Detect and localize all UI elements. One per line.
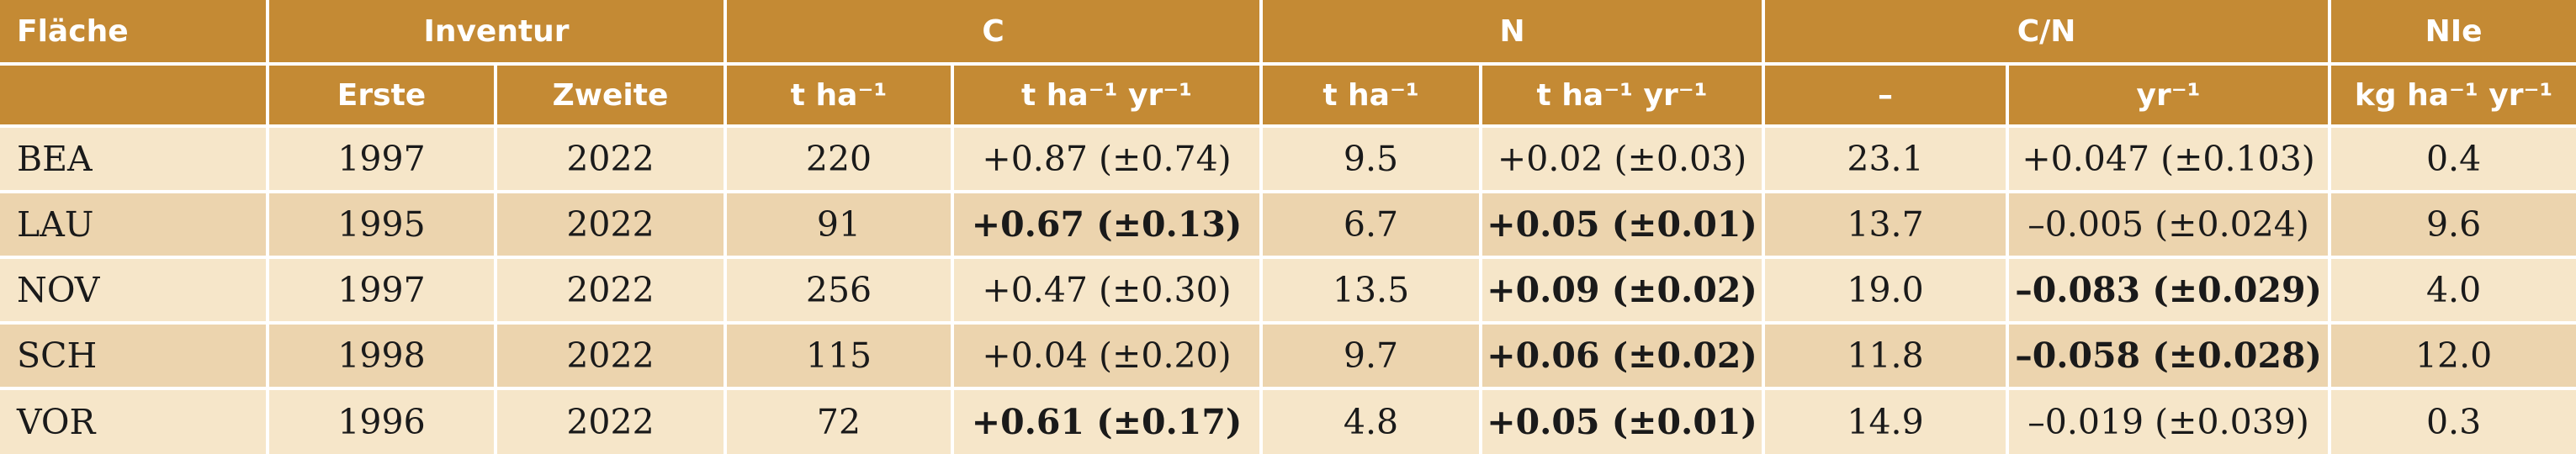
cell-c-stock: 115 [725,323,955,390]
cell-nie: 0.4 [2330,126,2576,193]
cell-second: 2022 [496,257,728,325]
cell-cn-rate: +0.047 (±0.103) [2007,126,2332,193]
header-unit-row: Erste Zweite t ha⁻¹ t ha⁻¹ yr⁻¹ t ha⁻¹ t… [0,64,2576,128]
cell-c-rate: +0.61 (±0.17) [952,388,1264,454]
table-row: NOV 1997 2022 256 +0.47 (±0.30) 13.5 +0.… [0,257,2576,325]
cell-second: 2022 [496,388,728,454]
cell-c-rate: +0.67 (±0.13) [952,192,1264,259]
cell-first: 1995 [268,192,497,259]
cell-cn: 14.9 [1763,388,2010,454]
cell-nie: 12.0 [2330,323,2576,390]
cell-c-stock: 91 [725,192,955,259]
header-unit-cn: – [1763,64,2010,128]
cell-n-rate: +0.02 (±0.03) [1481,126,1766,193]
header-unit-c-stock: t ha⁻¹ [725,64,955,128]
cell-cn-rate: –0.083 (±0.029) [2007,257,2332,325]
cell-site: LAU [0,192,269,259]
cell-first: 1998 [268,323,497,390]
cell-cn-rate: –0.019 (±0.039) [2007,388,2332,454]
cell-n-stock: 6.7 [1261,192,1483,259]
cell-n-stock: 4.8 [1261,388,1483,454]
cell-n-rate: +0.09 (±0.02) [1481,257,1766,325]
table-row: VOR 1996 2022 72 +0.61 (±0.17) 4.8 +0.05… [0,388,2576,454]
cell-second: 2022 [496,192,728,259]
cell-c-stock: 220 [725,126,955,193]
cell-n-rate: +0.06 (±0.02) [1481,323,1766,390]
header-cn: C/N [1763,0,2332,66]
cell-first: 1997 [268,126,497,193]
cell-n-stock: 13.5 [1261,257,1483,325]
header-unit-n-stock: t ha⁻¹ [1261,64,1483,128]
cell-n-stock: 9.7 [1261,323,1483,390]
cell-n-rate: +0.05 (±0.01) [1481,388,1766,454]
cell-c-rate: +0.04 (±0.20) [952,323,1264,390]
cell-n-stock: 9.5 [1261,126,1483,193]
cell-c-stock: 72 [725,388,955,454]
cell-cn-rate: –0.058 (±0.028) [2007,323,2332,390]
cell-site: SCH [0,323,269,390]
header-unit-nie: kg ha⁻¹ yr⁻¹ [2330,64,2576,128]
cell-second: 2022 [496,126,728,193]
header-unit-erste: Erste [268,64,497,128]
header-unit-empty [0,64,269,128]
header-group-row: Fläche Inventur C N C/N NIe [0,0,2576,66]
cell-cn: 23.1 [1763,126,2010,193]
cell-cn: 13.7 [1763,192,2010,259]
cell-nie: 4.0 [2330,257,2576,325]
header-unit-zweite: Zweite [496,64,728,128]
cell-site: BEA [0,126,269,193]
cell-first: 1997 [268,257,497,325]
table-row: BEA 1997 2022 220 +0.87 (±0.74) 9.5 +0.0… [0,126,2576,193]
cell-site: NOV [0,257,269,325]
header-unit-n-rate: t ha⁻¹ yr⁻¹ [1481,64,1766,128]
header-unit-c-rate: t ha⁻¹ yr⁻¹ [952,64,1264,128]
cell-c-stock: 256 [725,257,955,325]
cell-site: VOR [0,388,269,454]
cell-cn-rate: –0.005 (±0.024) [2007,192,2332,259]
cell-cn: 19.0 [1763,257,2010,325]
header-inventur: Inventur [268,0,728,66]
header-c: C [725,0,1264,66]
cell-second: 2022 [496,323,728,390]
header-n: N [1261,0,1766,66]
cell-c-rate: +0.87 (±0.74) [952,126,1264,193]
cell-first: 1996 [268,388,497,454]
table-row: LAU 1995 2022 91 +0.67 (±0.13) 6.7 +0.05… [0,192,2576,259]
table-row: SCH 1998 2022 115 +0.04 (±0.20) 9.7 +0.0… [0,323,2576,390]
cell-n-rate: +0.05 (±0.01) [1481,192,1766,259]
cell-cn: 11.8 [1763,323,2010,390]
header-unit-cn-rate: yr⁻¹ [2007,64,2332,128]
cell-nie: 0.3 [2330,388,2576,454]
header-flaeche: Fläche [0,0,269,66]
cell-nie: 9.6 [2330,192,2576,259]
cell-c-rate: +0.47 (±0.30) [952,257,1264,325]
header-nie: NIe [2330,0,2576,66]
